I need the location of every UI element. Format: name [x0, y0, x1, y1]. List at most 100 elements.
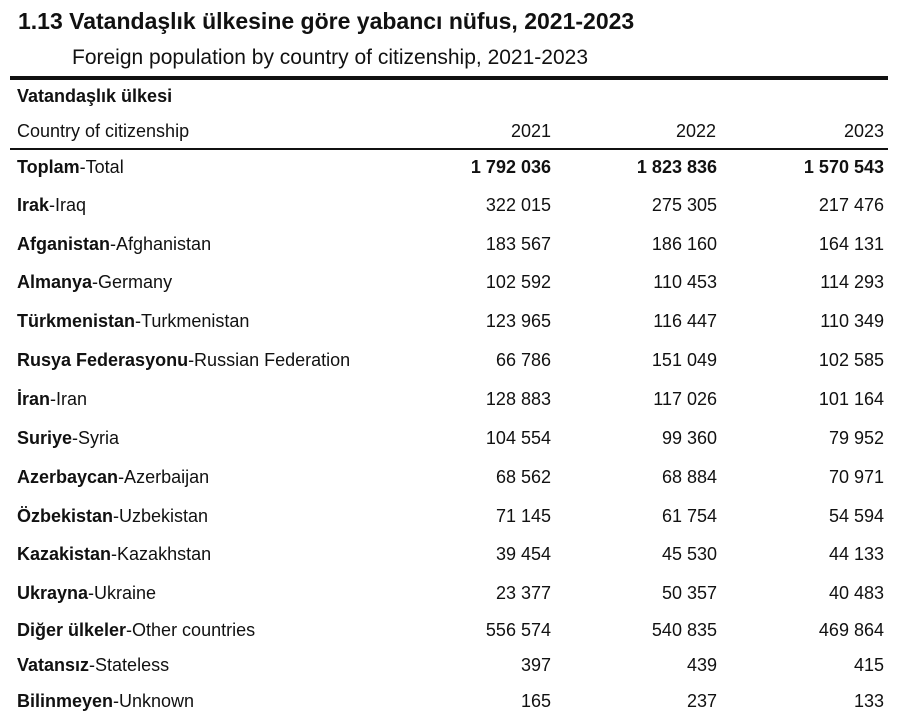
country-name: Suriye-Syria — [17, 428, 119, 449]
country-name-english: -Iran — [50, 389, 88, 409]
value-2023: 164 131 — [818, 234, 884, 254]
value-2021: 1 792 036 — [470, 157, 551, 177]
table-row: Diğer ülkeler-Other countries 556 574 540 … — [0, 620, 900, 650]
table-row: Ukrayna-Ukraine 23 377 50 357 40 483 — [0, 583, 900, 613]
value-2021: 68 562 — [495, 467, 551, 487]
table-row: Irak-Iraq 322 015 275 305 217 476 — [0, 195, 900, 225]
value-2022: 151 049 — [651, 350, 717, 370]
table-row: Kazakistan-Kazakhstan 39 454 45 530 44 133 — [0, 544, 900, 574]
value-2022: 117 026 — [653, 389, 717, 409]
table-row: Afganistan-Afghanistan 183 567 186 160 164 … — [0, 234, 900, 264]
column-header-turkish: Vatandaşlık ülkesi — [17, 86, 173, 106]
value-2022: 237 — [686, 691, 717, 711]
country-name-english: -Ukraine — [88, 583, 157, 603]
country-name-turkish: Azerbaycan — [17, 467, 119, 487]
country-name-turkish: Kazakistan — [17, 544, 112, 564]
country-name-english: -Stateless — [89, 655, 170, 675]
country-name-english: -Unknown — [113, 691, 195, 711]
country-name: Ukrayna-Ukraine — [17, 583, 156, 604]
country-name-turkish: Özbekistan — [17, 506, 114, 526]
value-2022: 540 835 — [651, 620, 717, 640]
country-name-english: -Germany — [92, 272, 173, 292]
value-2023: 415 — [853, 655, 884, 675]
value-2023: 79 952 — [828, 428, 884, 448]
country-name-english: -Uzbekistan — [113, 506, 209, 526]
country-name-turkish: Türkmenistan — [17, 311, 136, 331]
value-2021: 556 574 — [485, 620, 551, 640]
value-2023: 101 164 — [818, 389, 884, 409]
value-2023: 114 293 — [820, 272, 884, 292]
total-row: Toplam-Total 1 792 036 1 823 836 1 570 543 — [0, 157, 900, 187]
table-row: Vatansız-Stateless 397 439 415 — [0, 655, 900, 685]
country-name-turkish: Vatansız — [17, 655, 90, 675]
table-row: Almanya-Germany 102 592 110 453 114 293 — [0, 272, 900, 302]
country-name: Özbekistan-Uzbekistan — [17, 506, 208, 527]
country-name-english: -Total — [79, 157, 124, 177]
top-rule — [10, 76, 888, 80]
country-name-english: -Russian Federation — [188, 350, 351, 370]
country-name: İran-Iran — [17, 389, 87, 410]
value-2023: 44 133 — [828, 544, 884, 564]
country-name-english: -Iraq — [49, 195, 87, 215]
table-title-english: Foreign population by country of citizen… — [72, 46, 588, 69]
country-name-turkish: Irak — [17, 195, 50, 215]
value-2023: 469 864 — [818, 620, 884, 640]
value-2021: 104 554 — [485, 428, 551, 448]
country-name-english: -Afghanistan — [110, 234, 212, 254]
table-row: Suriye-Syria 104 554 99 360 79 952 — [0, 428, 900, 458]
country-name-turkish: Diğer ülkeler — [17, 620, 127, 640]
value-2022: 116 447 — [653, 311, 717, 331]
value-2022: 61 754 — [661, 506, 717, 526]
table-title-turkish: 1.13 Vatandaşlık ülkesine göre yabancı n… — [18, 8, 635, 34]
value-2023: 1 570 543 — [803, 157, 884, 177]
value-2021: 66 786 — [495, 350, 551, 370]
value-2022: 50 357 — [661, 583, 717, 603]
value-2021: 128 883 — [485, 389, 551, 409]
country-name-turkish: Bilinmeyen — [17, 691, 114, 711]
table-row: Bilinmeyen-Unknown 165 237 133 — [0, 691, 900, 721]
column-header-2021: 2021 — [510, 121, 551, 141]
value-2021: 183 567 — [485, 234, 551, 254]
country-name-turkish: Afganistan — [17, 234, 111, 254]
value-2021: 123 965 — [485, 311, 551, 331]
country-name-turkish: Suriye — [17, 428, 73, 448]
column-header-2023: 2023 — [843, 121, 884, 141]
country-name: Rusya Federasyonu-Russian Federation — [17, 350, 350, 371]
country-name-english: -Other countries — [126, 620, 256, 640]
country-name-turkish: Almanya — [17, 272, 93, 292]
column-header-english: Country of citizenship — [17, 121, 190, 141]
country-name: Kazakistan-Kazakhstan — [17, 544, 211, 565]
country-name: Almanya-Germany — [17, 272, 172, 293]
value-2022: 275 305 — [651, 195, 717, 215]
value-2021: 102 592 — [485, 272, 551, 292]
value-2021: 71 145 — [495, 506, 551, 526]
country-name: Afganistan-Afghanistan — [17, 234, 211, 255]
value-2021: 39 454 — [495, 544, 551, 564]
value-2023: 54 594 — [828, 506, 884, 526]
value-2023: 133 — [853, 691, 884, 711]
value-2022: 186 160 — [651, 234, 717, 254]
value-2023: 217 476 — [818, 195, 884, 215]
value-2021: 23 377 — [495, 583, 551, 603]
value-2022: 439 — [686, 655, 717, 675]
column-header-2022: 2022 — [675, 121, 716, 141]
country-name-english: -Turkmenistan — [135, 311, 250, 331]
country-name-turkish: İran — [17, 389, 51, 409]
country-name: Irak-Iraq — [17, 195, 86, 216]
table-row: Rusya Federasyonu-Russian Federation 66 7… — [0, 350, 900, 380]
value-2021: 165 — [520, 691, 551, 711]
country-name-english: -Syria — [72, 428, 120, 448]
country-name: Diğer ülkeler-Other countries — [17, 620, 255, 641]
country-name-turkish: Ukrayna — [17, 583, 89, 603]
country-name: Vatansız-Stateless — [17, 655, 169, 676]
country-name-english: -Kazakhstan — [111, 544, 212, 564]
value-2022: 68 884 — [661, 467, 717, 487]
value-2021: 322 015 — [485, 195, 551, 215]
value-2022: 99 360 — [661, 428, 717, 448]
value-2023: 40 483 — [828, 583, 884, 603]
value-2023: 70 971 — [828, 467, 884, 487]
country-name-turkish: Rusya Federasyonu — [17, 350, 189, 370]
country-name-english: -Azerbaijan — [118, 467, 210, 487]
value-2022: 110 453 — [653, 272, 717, 292]
value-2022: 45 530 — [661, 544, 717, 564]
